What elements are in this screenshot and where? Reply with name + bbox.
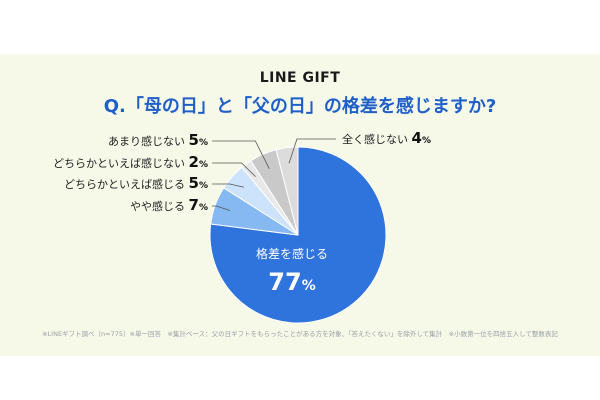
brand-logo: LINE GIFT [259, 70, 341, 86]
slice-label: あまり感じない 5% [108, 131, 208, 149]
chart-title: Q.「母の日」と「父の日」の格差を感じますか? [103, 96, 497, 117]
slice-label: やや感じる 7% [130, 196, 208, 214]
slice-label: どちらかといえば感じる 5% [64, 174, 208, 192]
pie-slice [275, 146, 299, 236]
leader-line [212, 140, 270, 169]
slice-label: どちらかといえば感じない 2% [53, 153, 208, 171]
leader-line [212, 162, 256, 177]
footnote: ※LINEギフト調べ（n=775）※単一回答 ※集計ベース：父の日ギフトをもらっ… [42, 330, 558, 338]
slice-label: 格差を感じる [256, 246, 328, 261]
slice-value-label: 77% [268, 268, 315, 296]
leader-line [212, 205, 231, 211]
slice-label: 全く感じない 4% [342, 129, 431, 147]
leader-line [212, 183, 244, 188]
leader-line [288, 138, 336, 164]
